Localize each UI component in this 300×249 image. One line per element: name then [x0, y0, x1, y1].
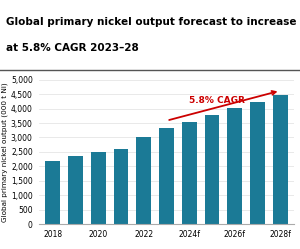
- Text: Global primary nickel output forecast to increase: Global primary nickel output forecast to…: [6, 17, 296, 27]
- Text: 5.8% CAGR: 5.8% CAGR: [189, 96, 244, 105]
- Bar: [205, 115, 219, 224]
- Y-axis label: Global primary nickel output (000 t Ni): Global primary nickel output (000 t Ni): [2, 82, 8, 222]
- Text: at 5.8% CAGR 2023–28: at 5.8% CAGR 2023–28: [6, 43, 139, 53]
- Bar: [91, 152, 106, 224]
- Bar: [45, 161, 60, 224]
- Bar: [182, 122, 197, 224]
- Bar: [227, 108, 242, 224]
- Bar: [68, 155, 83, 224]
- Bar: [250, 102, 265, 224]
- Bar: [273, 95, 288, 224]
- Bar: [136, 137, 151, 224]
- Bar: [114, 149, 128, 224]
- Bar: [159, 128, 174, 224]
